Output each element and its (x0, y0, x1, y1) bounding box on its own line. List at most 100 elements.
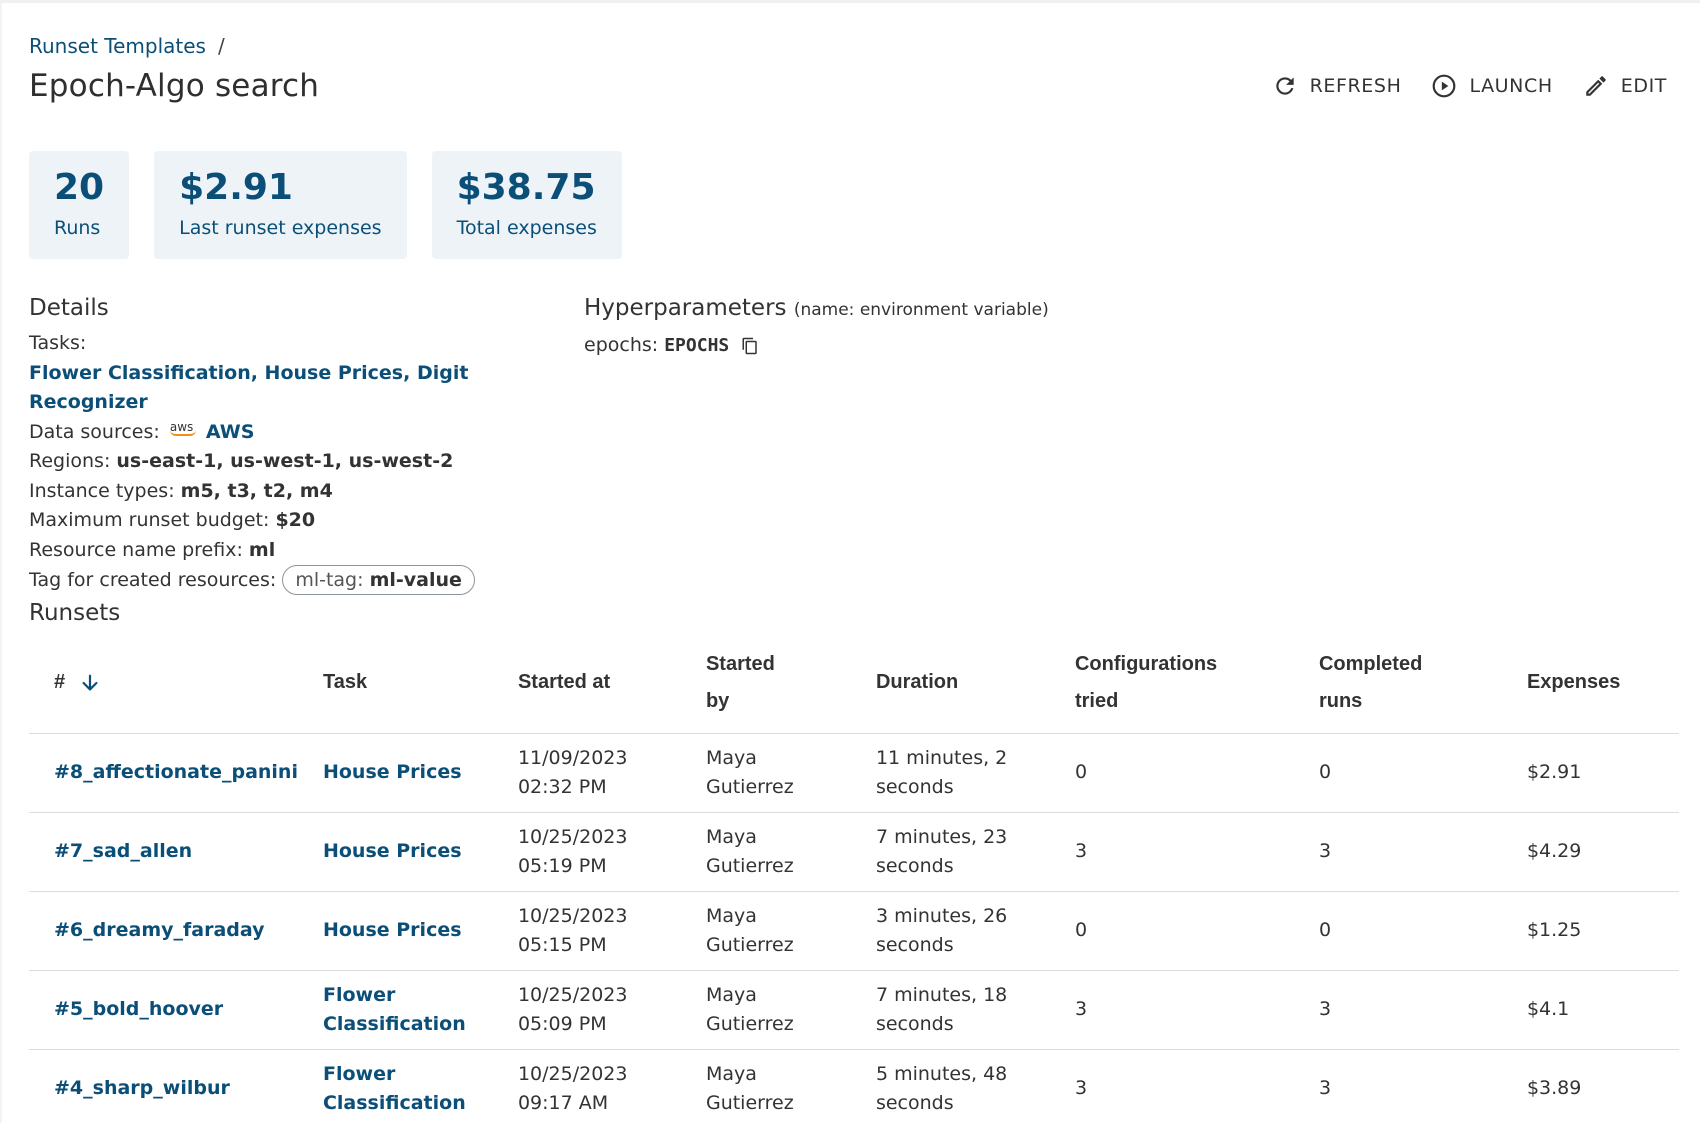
task-line1: Flower (322, 1062, 396, 1085)
task-link[interactable]: House Prices (297, 733, 493, 813)
task-line1: Flower (322, 983, 396, 1006)
column-header-number-label: # (54, 671, 66, 694)
header-actions: REFRESH LAUNCH EDIT (1272, 73, 1667, 99)
instance-types-label: Instance types: (29, 479, 175, 502)
column-header-completed-runs[interactable]: Completed runs (1293, 633, 1502, 734)
summary-stats: 20 Runs $2.91 Last runset expenses $38.7… (29, 151, 622, 259)
started-by-cell: Maya Gutierrez (680, 812, 851, 892)
column-header-started-by[interactable]: Started by (680, 633, 851, 734)
runset-name-link[interactable]: #4_sharp_wilbur (29, 1049, 298, 1123)
started-by-cell: Maya Gutierrez (680, 970, 851, 1050)
stat-label: Total expenses (456, 217, 597, 239)
stat-value: 20 (54, 167, 105, 208)
completed-runs-cell: 0 (1293, 733, 1502, 813)
breadcrumb: Runset Templates / (29, 34, 225, 58)
runset-name-link[interactable]: #6_dreamy_faraday (29, 891, 298, 971)
page-title: Epoch-Algo search (29, 68, 320, 104)
runset-name-link[interactable]: #7_sad_allen (29, 812, 298, 892)
instance-types-value: m5, t3, t2, m4 (180, 479, 333, 502)
pencil-icon (1586, 76, 1606, 96)
duration-line1: 11 minutes, 2 (875, 746, 1008, 769)
runset-name-link[interactable]: #8_affectionate_panini (29, 733, 298, 813)
column-header-configurations-line2: tried (1074, 689, 1119, 712)
tag-row: Tag for created resources: ml-tag: ml-va… (29, 565, 569, 596)
expenses-cell: $2.91 (1501, 733, 1679, 813)
duration-cell: 5 minutes, 48 seconds (850, 1049, 1050, 1123)
hyperparameter-env-var: EPOCHS (664, 335, 730, 356)
started-by-last: Gutierrez (705, 854, 794, 877)
started-by-last: Gutierrez (705, 1091, 794, 1114)
task-link[interactable]: House Prices (297, 812, 493, 892)
duration-line1: 7 minutes, 18 (875, 983, 1008, 1006)
column-header-duration[interactable]: Duration (850, 633, 1050, 734)
started-time: 05:15 PM (517, 933, 607, 956)
started-by-first: Maya (705, 1062, 757, 1085)
completed-runs-cell: 0 (1293, 891, 1502, 971)
stat-card-runs: 20 Runs (29, 151, 130, 259)
started-time: 09:17 AM (517, 1091, 609, 1114)
hyperparameter-row: epochs: EPOCHS (584, 331, 1049, 360)
duration-cell: 7 minutes, 23 seconds (850, 812, 1050, 892)
tasks-links[interactable]: Flower Classification, House Prices, Dig… (29, 361, 469, 414)
stat-card-last-runset-expenses: $2.91 Last runset expenses (154, 151, 407, 259)
tasks-label: Tasks: (29, 332, 87, 354)
completed-runs-cell: 3 (1293, 812, 1502, 892)
data-sources-label: Data sources: (29, 420, 160, 443)
started-date: 10/25/2023 (517, 1062, 628, 1085)
started-by-first: Maya (705, 825, 757, 848)
configurations-cell: 3 (1049, 970, 1294, 1050)
column-header-configurations[interactable]: Configurations tried (1049, 633, 1294, 734)
refresh-icon (1275, 77, 1294, 95)
started-at-cell: 10/25/2023 05:09 PM (492, 970, 681, 1050)
configurations-cell: 0 (1049, 891, 1294, 971)
column-header-task[interactable]: Task (297, 633, 493, 734)
started-by-first: Maya (705, 746, 757, 769)
started-by-last: Gutierrez (705, 1012, 794, 1035)
configurations-cell: 3 (1049, 1049, 1294, 1123)
budget-label: Maximum runset budget: (29, 509, 270, 531)
table-row: #8_affectionate_panini House Prices 11/0… (29, 733, 1679, 813)
prefix-label: Resource name prefix: (29, 538, 243, 561)
task-link[interactable]: House Prices (297, 891, 493, 971)
duration-line2: seconds (875, 1012, 954, 1035)
regions-value: us-east-1, us-west-1, us-west-2 (116, 450, 454, 472)
edit-button[interactable]: EDIT (1583, 73, 1667, 99)
configurations-cell: 0 (1049, 733, 1294, 813)
refresh-button[interactable]: REFRESH (1272, 73, 1402, 99)
regions-label: Regions: (29, 450, 111, 472)
arrow-down-icon[interactable] (79, 672, 101, 694)
budget-row: Maximum runset budget: $20 (29, 506, 569, 536)
started-by-cell: Maya Gutierrez (680, 1049, 851, 1123)
started-date: 10/25/2023 (517, 983, 628, 1006)
stat-value: $2.91 (179, 167, 293, 208)
duration-line1: 7 minutes, 23 (875, 825, 1008, 848)
column-header-expenses[interactable]: Expenses (1501, 633, 1679, 734)
expenses-cell: $3.89 (1501, 1049, 1679, 1123)
stat-label: Last runset expenses (179, 217, 382, 239)
table-header-row: # Task Started at Started by Duration Co… (29, 633, 1679, 734)
breadcrumb-runset-templates-link[interactable]: Runset Templates (29, 34, 206, 58)
tag-chip: ml-tag: ml-value (282, 565, 475, 595)
started-at-cell: 10/25/2023 05:15 PM (492, 891, 681, 971)
launch-button[interactable]: LAUNCH (1431, 73, 1552, 99)
hyperparameter-name: epochs: (584, 334, 659, 356)
runset-name-link[interactable]: #5_bold_hoover (29, 970, 298, 1050)
column-header-started-at[interactable]: Started at (492, 633, 681, 734)
duration-line2: seconds (875, 775, 954, 798)
data-source-aws-link[interactable]: AWS (205, 420, 255, 443)
duration-cell: 7 minutes, 18 seconds (850, 970, 1050, 1050)
copy-icon[interactable] (741, 336, 759, 356)
task-link[interactable]: Flower Classification (297, 970, 493, 1050)
started-date: 11/09/2023 (517, 746, 628, 769)
column-header-number[interactable]: # (29, 633, 298, 734)
completed-runs-cell: 3 (1293, 970, 1502, 1050)
task-link[interactable]: Flower Classification (297, 1049, 493, 1123)
prefix-value: ml (248, 538, 276, 561)
duration-cell: 3 minutes, 26 seconds (850, 891, 1050, 971)
duration-line2: seconds (875, 854, 954, 877)
duration-cell: 11 minutes, 2 seconds (850, 733, 1050, 813)
started-date: 10/25/2023 (517, 825, 628, 848)
breadcrumb-separator: / (217, 34, 225, 58)
table-row: #5_bold_hoover Flower Classification 10/2… (29, 970, 1679, 1050)
